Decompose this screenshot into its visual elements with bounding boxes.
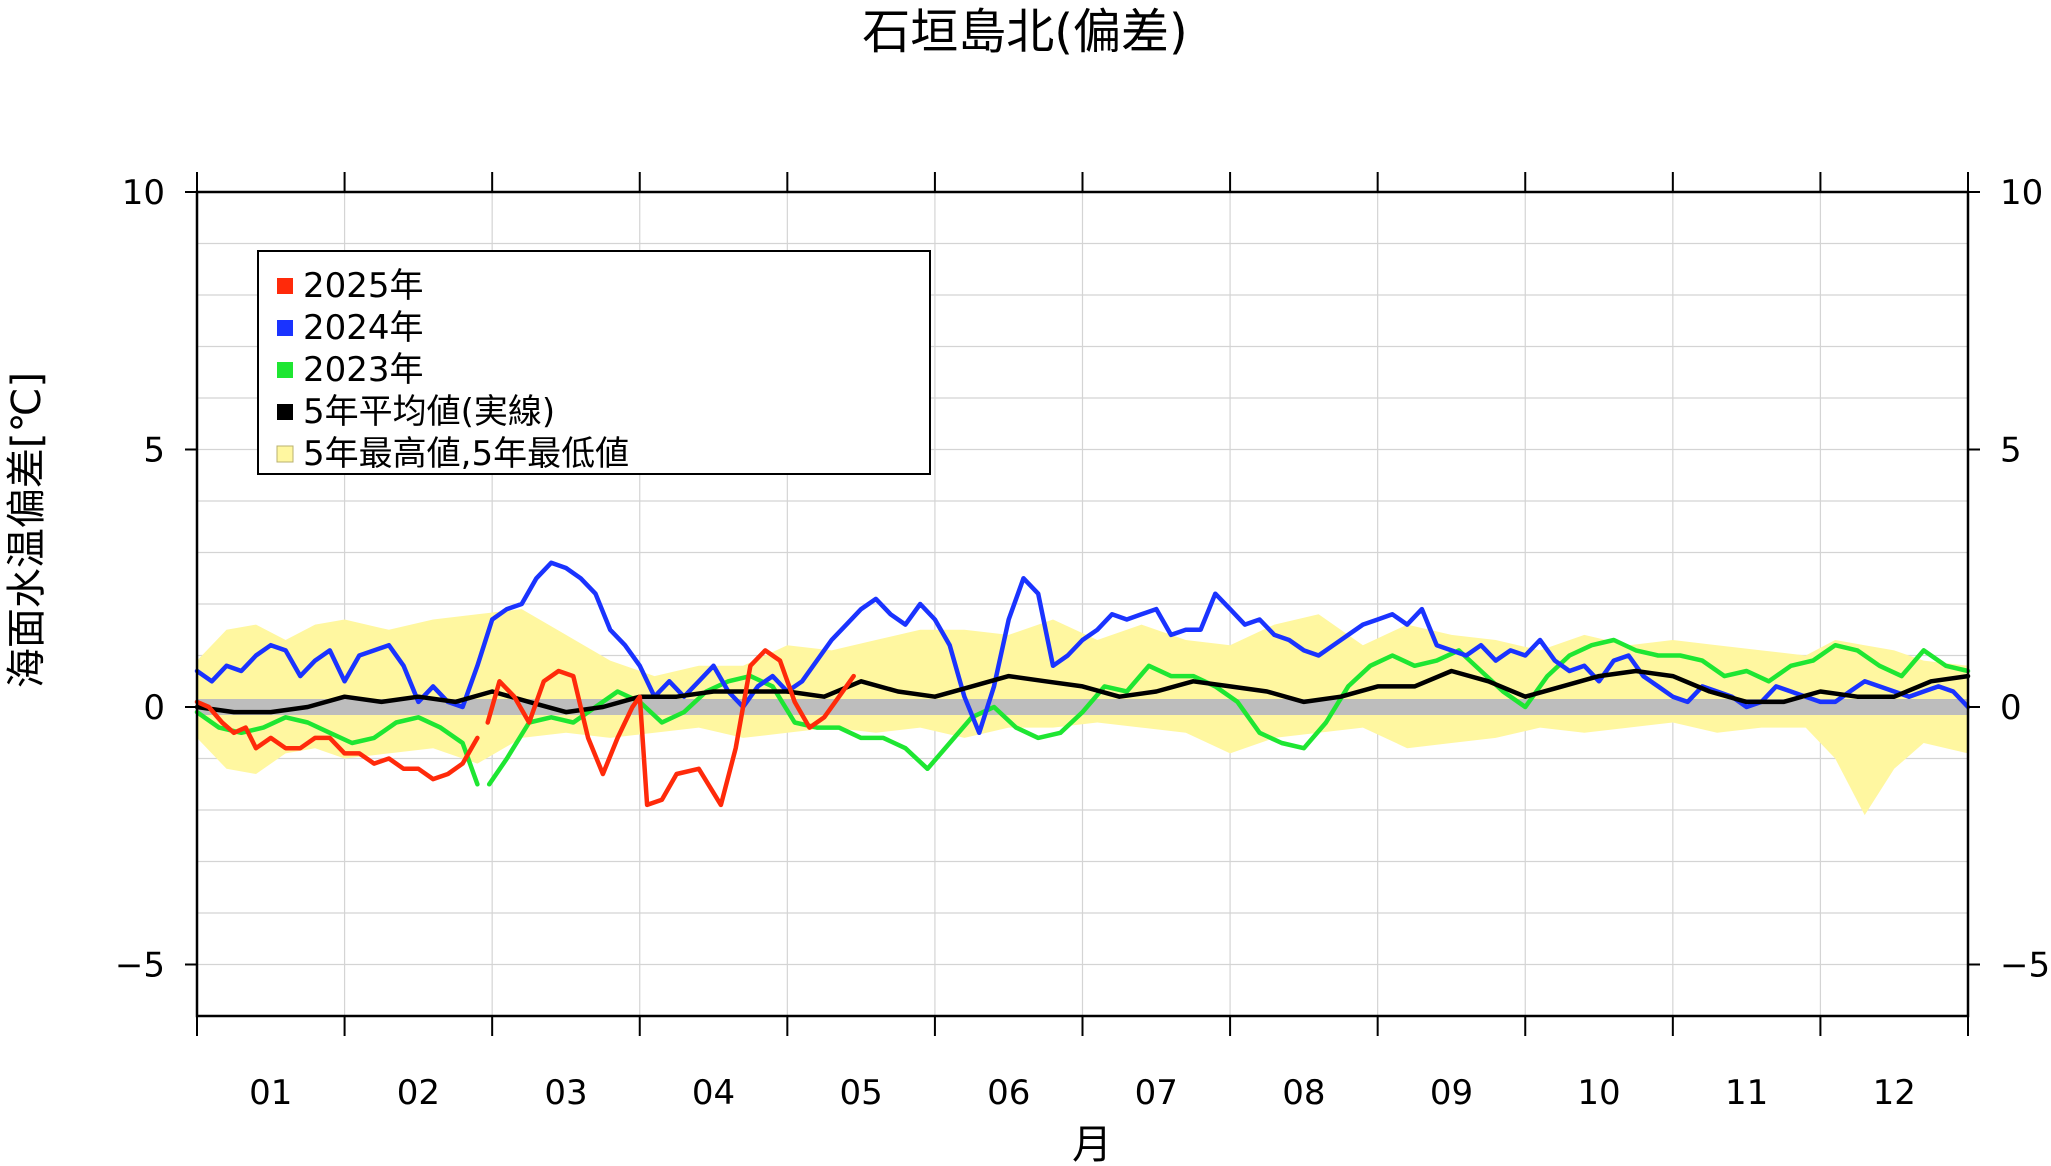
x-tick-label: 10 (1577, 1073, 1620, 1113)
x-tick-label: 02 (397, 1073, 440, 1113)
y-axis-label: 海面水温偏差[℃] (4, 372, 50, 688)
y-tick-label-right: 0 (2000, 688, 2022, 728)
series-line (194, 699, 480, 782)
x-tick-label: 07 (1135, 1073, 1178, 1113)
series-line (485, 648, 856, 808)
series-line (194, 560, 1971, 736)
x-tick-label: 09 (1430, 1073, 1473, 1113)
x-tick-label: 12 (1873, 1073, 1916, 1113)
x-tick-label: 11 (1725, 1073, 1768, 1113)
y-tick-label-right: 10 (2000, 173, 2043, 213)
series-layer (194, 560, 1971, 808)
series-line (194, 709, 480, 787)
series-1 (194, 560, 1971, 736)
x-tick-label: 05 (839, 1073, 882, 1113)
x-tick-label: 04 (692, 1073, 735, 1113)
x-tick-label: 06 (987, 1073, 1030, 1113)
legend-label: 2023年 (303, 350, 424, 390)
y-tick-label-left: 10 (122, 173, 165, 213)
series-0 (194, 648, 856, 808)
legend-box (257, 250, 931, 475)
legend-swatch (276, 445, 294, 463)
x-tick-label: 03 (544, 1073, 587, 1113)
y-tick-label-left: −5 (115, 946, 165, 986)
y-tick-label-left: 5 (143, 431, 165, 471)
y-tick-label-left: 0 (143, 688, 165, 728)
legend-label: 2024年 (303, 308, 424, 348)
legend-label: 5年最高値,5年最低値 (303, 434, 629, 474)
legend-label: 5年平均値(実線) (303, 392, 555, 432)
y-tick-label-right: 5 (2000, 431, 2022, 471)
x-tick-label: 08 (1282, 1073, 1325, 1113)
legend-swatch (277, 362, 293, 378)
legend-swatch (277, 278, 293, 294)
legend-swatch (277, 404, 293, 420)
x-axis-label: 月 (1072, 1122, 1112, 1166)
legend-label: 2025年 (303, 266, 424, 306)
series-line (486, 637, 1971, 787)
series-line (194, 668, 1971, 715)
y-tick-label-right: −5 (2000, 946, 2050, 986)
series-2 (194, 637, 1971, 787)
x-tick-label: 01 (249, 1073, 292, 1113)
series-3 (194, 668, 1971, 715)
chart-title: 石垣島北(偏差) (862, 4, 1187, 60)
legend-swatch (277, 320, 293, 336)
